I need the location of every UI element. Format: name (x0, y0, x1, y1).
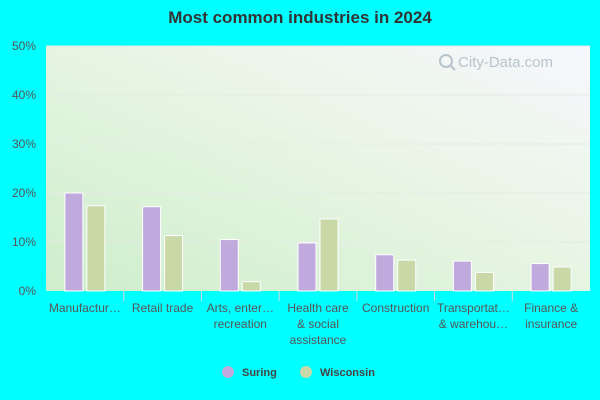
y-tick-label: 40% (12, 88, 36, 102)
y-axis-ticks: 0% 10% 20% 30% 40% 50% (12, 39, 36, 298)
bar-suring (64, 192, 84, 292)
x-tick-label: Arts, enter… recreation (207, 301, 274, 331)
x-tick-label: Construction (362, 301, 429, 315)
bar-wisconsin (241, 281, 261, 292)
bar-wisconsin (397, 259, 417, 292)
chart-title: Most common industries in 2024 (168, 8, 432, 27)
bar-wisconsin (474, 271, 494, 292)
bar-suring (530, 263, 550, 292)
legend-swatch (222, 366, 234, 378)
x-tick-label: Health care & social assistance (287, 301, 349, 347)
y-tick-label: 50% (12, 39, 36, 53)
x-tick-label: Transportat… & warehou… (437, 301, 510, 331)
legend-label: Wisconsin (320, 367, 375, 379)
y-tick-label: 10% (12, 235, 36, 249)
watermark-search-icon-handle (449, 64, 456, 71)
y-tick-label: 20% (12, 186, 36, 200)
legend-swatch (300, 366, 312, 378)
x-tick-label: Retail trade (132, 301, 194, 315)
bar-wisconsin (86, 205, 106, 292)
x-axis-ticks: Manufactur… Retail trade Arts, enter… recre… (49, 291, 578, 347)
watermark-text: City-Data.com (458, 54, 553, 71)
bar-suring (452, 260, 472, 292)
x-tick-label: Finance & insurance (524, 301, 578, 331)
bar-suring (142, 206, 162, 292)
legend: Suring Wisconsin (222, 366, 375, 379)
legend-label: Suring (242, 367, 277, 379)
y-tick-label: 30% (12, 137, 36, 151)
bar-suring (375, 254, 395, 292)
bar-wisconsin (164, 235, 184, 292)
plot-area (46, 46, 590, 291)
bar-wisconsin (319, 218, 339, 292)
grid-lines (46, 45, 590, 243)
x-tick-label: Manufactur… (49, 301, 121, 315)
bar-suring (219, 239, 239, 292)
watermark-search-icon (439, 54, 453, 68)
bar-suring (297, 242, 317, 292)
bars (64, 192, 572, 292)
watermark: City-Data.com (439, 54, 553, 71)
bar-wisconsin (552, 266, 572, 292)
y-tick-label: 0% (19, 284, 37, 298)
